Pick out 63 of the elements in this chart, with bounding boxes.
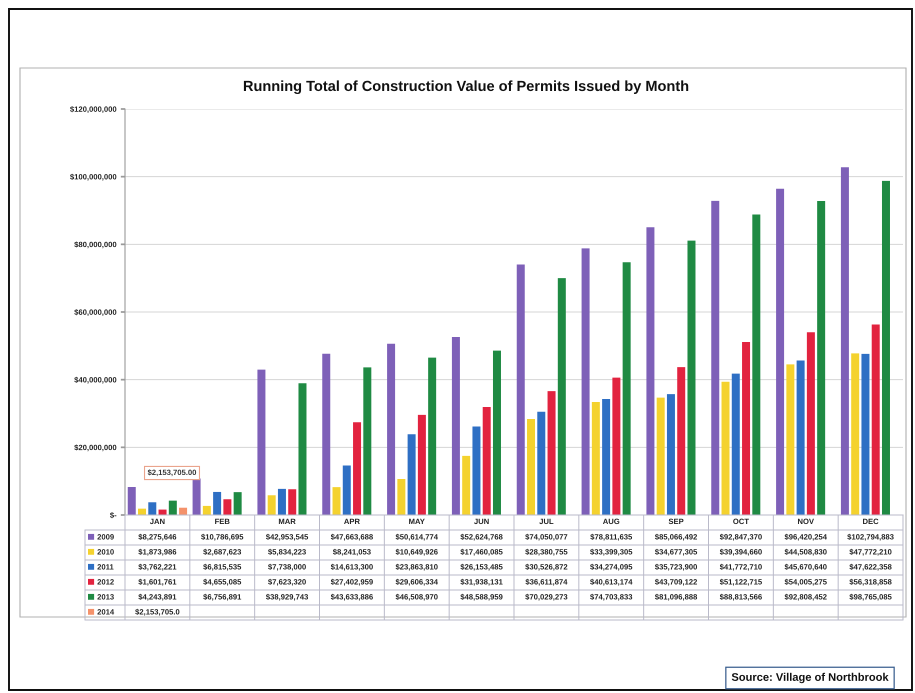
bar [840, 167, 849, 515]
bar [179, 508, 188, 515]
bar [548, 391, 556, 515]
bar [148, 502, 156, 515]
bar [408, 434, 416, 515]
bar [353, 422, 362, 515]
bar [492, 350, 501, 515]
bar [138, 508, 146, 515]
bar [322, 354, 330, 515]
bar [722, 382, 730, 515]
bar [851, 353, 860, 515]
bar [732, 374, 740, 515]
bar [872, 324, 880, 515]
bar [342, 466, 351, 515]
bar [452, 336, 460, 515]
source-note: Source: Village of Northbrook [732, 672, 889, 684]
bar [213, 492, 222, 515]
bar [223, 499, 232, 515]
bar [527, 418, 536, 515]
bar [472, 426, 480, 515]
bar [677, 367, 686, 515]
bar [462, 456, 470, 515]
bar [192, 478, 201, 515]
bar [387, 344, 396, 515]
bar [537, 412, 546, 515]
bar [128, 487, 136, 515]
bar [796, 360, 805, 515]
bar [646, 227, 654, 515]
bar [612, 378, 620, 515]
bar [711, 200, 720, 515]
bar [861, 354, 870, 515]
chart-title: Running Total of Construction Value of Permits Issued by Month [244, 80, 688, 94]
bar [622, 262, 631, 515]
bar [666, 394, 675, 515]
bar [776, 188, 784, 515]
bar [786, 364, 794, 515]
bar [582, 248, 590, 515]
bar [882, 180, 890, 515]
bar [268, 495, 276, 515]
bar [752, 214, 760, 515]
bar [602, 399, 610, 515]
bar [234, 492, 242, 515]
bar [257, 370, 266, 515]
bar [168, 500, 177, 515]
bar [418, 414, 426, 515]
bar [806, 332, 815, 515]
bar [656, 398, 665, 515]
bar [592, 402, 600, 515]
bar [332, 487, 341, 515]
bar [482, 406, 491, 515]
bar [687, 240, 696, 515]
bar [397, 478, 406, 515]
bar [298, 383, 306, 515]
bar [202, 506, 211, 515]
bar [817, 201, 826, 515]
bar [158, 510, 167, 515]
bar [363, 367, 372, 515]
bar [288, 489, 296, 515]
bar [558, 278, 566, 515]
bar [742, 342, 750, 515]
bar [516, 264, 525, 515]
bar [278, 488, 286, 515]
bar [428, 358, 436, 515]
